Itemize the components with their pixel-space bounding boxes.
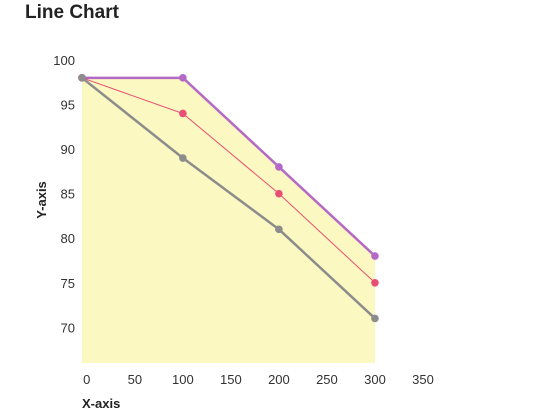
series-line-2 xyxy=(81,77,376,284)
x-tick-label: 50 xyxy=(128,372,142,387)
series-lines xyxy=(81,76,376,320)
y-tick-label: 90 xyxy=(61,142,75,157)
x-tick-label: 200 xyxy=(268,372,290,387)
series-line-3 xyxy=(81,76,376,320)
data-point-2-2[interactable] xyxy=(179,109,187,118)
data-point-1-2[interactable] xyxy=(179,74,187,82)
x-axis-title: X-axis xyxy=(82,396,120,411)
data-point-3-3[interactable] xyxy=(275,225,283,234)
data-point-2-3[interactable] xyxy=(275,189,283,198)
chart-title: Line Chart xyxy=(25,2,119,23)
x-tick-label: 150 xyxy=(220,372,242,387)
y-tick-labels: 70 75 80 85 90 95 100 xyxy=(53,53,75,335)
x-tick-label: 250 xyxy=(316,372,338,387)
series-line-1 xyxy=(82,76,376,257)
y-tick-label: 75 xyxy=(61,276,75,291)
data-point-3-1[interactable] xyxy=(78,74,86,82)
x-tick-labels: 0 50 100 150 200 250 300 350 xyxy=(83,372,434,387)
data-point-1-4[interactable] xyxy=(371,252,379,260)
x-tick-label: 0 xyxy=(83,372,90,387)
y-tick-label: 70 xyxy=(61,320,75,335)
y-tick-label: 80 xyxy=(61,231,75,246)
y-tick-label: 100 xyxy=(53,53,75,68)
data-point-3-2[interactable] xyxy=(179,154,187,162)
series-points xyxy=(78,74,379,323)
x-tick-label: 350 xyxy=(412,372,434,387)
area-layer xyxy=(82,77,375,363)
data-point-1-3[interactable] xyxy=(275,163,283,171)
y-axis-title: Y-axis xyxy=(34,181,49,219)
area-fill xyxy=(82,77,375,363)
y-tick-label: 85 xyxy=(61,187,75,202)
y-tick-label: 95 xyxy=(61,98,75,113)
x-tick-label: 300 xyxy=(364,372,386,387)
data-point-3-4[interactable] xyxy=(371,314,379,323)
x-tick-label: 100 xyxy=(172,372,194,387)
data-point-2-4[interactable] xyxy=(371,278,379,287)
